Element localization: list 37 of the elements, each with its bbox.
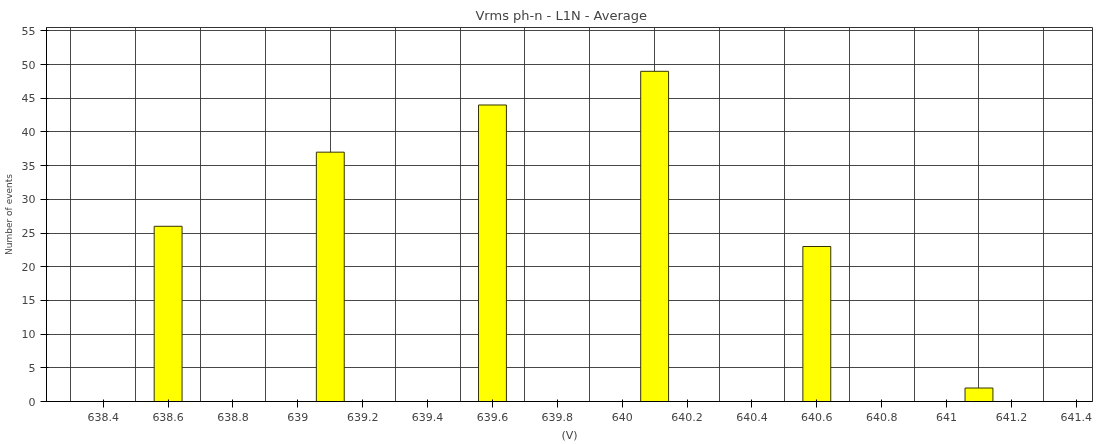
x-tick-label: 640: [611, 410, 633, 424]
bar: [153, 225, 183, 402]
x-tick-label: 641: [936, 410, 958, 424]
x-tick-label: 639.2: [346, 410, 379, 424]
x-tick-label: 641.2: [995, 410, 1028, 424]
x-tick-label: 641.4: [1060, 410, 1093, 424]
y-tick-label: 20: [21, 260, 36, 274]
bar: [964, 387, 994, 402]
y-tick-label: 30: [21, 193, 36, 207]
x-tick-label: 639.8: [541, 410, 574, 424]
chart-title: Vrms ph-n - L1N - Average: [475, 7, 648, 23]
y-tick-label: 0: [28, 395, 36, 409]
bar: [478, 104, 507, 402]
y-tick-label: 50: [21, 58, 36, 72]
y-tick-label: 45: [21, 92, 36, 106]
x-tick-label: 638.4: [87, 410, 120, 424]
y-tick-label: 25: [21, 227, 36, 241]
y-tick-label: 5: [28, 361, 36, 375]
x-tick-label: 638.8: [217, 410, 249, 424]
y-tick-label: 40: [21, 125, 36, 139]
y-tick-label: 35: [21, 159, 36, 173]
y-tick-label: 10: [21, 328, 36, 342]
x-tick-label: 640.8: [865, 410, 898, 424]
x-tick-label: 640.2: [671, 410, 703, 424]
x-tick-label: 638.6: [152, 410, 184, 424]
x-tick-label: 640.6: [801, 410, 833, 424]
y-axis-title: Number of events: [3, 173, 14, 255]
bar: [315, 151, 345, 402]
y-tick-label: 15: [21, 294, 36, 308]
y-tick-label: 55: [21, 24, 36, 38]
bar: [640, 70, 670, 402]
bar: [802, 246, 832, 402]
x-tick-label: 639.4: [411, 410, 444, 424]
x-axis-title: (V): [561, 428, 578, 442]
x-tick-label: 639.6: [476, 410, 509, 424]
x-tick-label: 639: [287, 410, 309, 424]
x-tick-label: 640.4: [736, 410, 768, 424]
